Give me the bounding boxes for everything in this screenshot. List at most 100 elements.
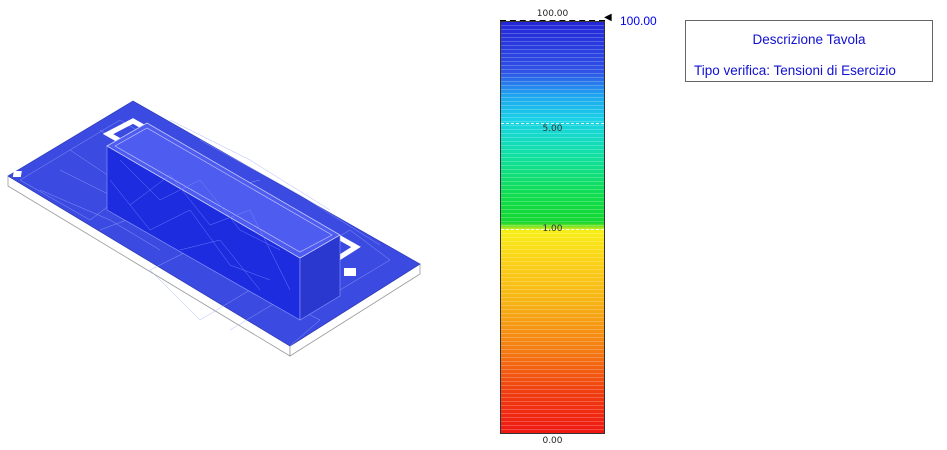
scale-band-line — [501, 241, 604, 242]
scale-band-line — [501, 361, 604, 362]
scale-band-line — [501, 73, 604, 74]
scale-band-line — [501, 397, 604, 398]
scale-band-line — [501, 197, 604, 198]
description-title: Descrizione Tavola — [752, 32, 866, 47]
scale-band-line — [501, 141, 604, 142]
scale-band-line — [501, 289, 604, 290]
scale-band-line — [501, 265, 604, 266]
scale-band-line — [501, 409, 604, 410]
scale-band-line — [501, 133, 604, 134]
scale-band-line — [501, 129, 604, 130]
verification-type: Tipo verifica: Tensioni di Esercizio — [694, 63, 896, 78]
scale-bands — [501, 22, 604, 433]
scale-band-line — [501, 101, 604, 102]
scale-band-line — [501, 413, 604, 414]
scale-band-line — [501, 225, 604, 226]
scale-band-line — [501, 173, 604, 174]
scale-band-line — [501, 373, 604, 374]
scale-band-line — [501, 417, 604, 418]
scale-band-line — [501, 253, 604, 254]
scale-band-line — [501, 81, 604, 82]
scale-band-line — [501, 89, 604, 90]
scale-band-line — [501, 41, 604, 42]
scale-band-line — [501, 181, 604, 182]
scale-band-line — [501, 261, 604, 262]
description-box: Descrizione Tavola Tipo verifica: Tensio… — [685, 20, 933, 82]
scale-band-line — [501, 105, 604, 106]
scale-band-line — [501, 209, 604, 210]
scale-band-line — [501, 157, 604, 158]
scale-band-line — [501, 193, 604, 194]
scale-band-line — [501, 385, 604, 386]
scale-band-line — [501, 37, 604, 38]
scale-band-line — [501, 145, 604, 146]
scale-band-line — [501, 113, 604, 114]
scale-band-line — [501, 349, 604, 350]
scale-band-line — [501, 281, 604, 282]
scale-band-line — [501, 337, 604, 338]
scale-band-line — [501, 425, 604, 426]
marker-arrow-icon: ◀ — [604, 12, 612, 23]
marker-value: 100.00 — [620, 14, 657, 28]
scale-min-label: 0.00 — [542, 436, 563, 446]
scale-band-line — [501, 205, 604, 206]
tick-label-5: 5.00 — [542, 124, 563, 134]
scale-band-line — [501, 217, 604, 218]
tick-label-1: 1.00 — [542, 224, 563, 234]
scale-band-line — [501, 125, 604, 126]
scale-band-line — [501, 213, 604, 214]
scale-band-line — [501, 365, 604, 366]
scale-band-line — [501, 177, 604, 178]
scale-band-line — [501, 149, 604, 150]
scale-band-line — [501, 333, 604, 334]
scale-band-line — [501, 77, 604, 78]
scale-band-line — [501, 161, 604, 162]
scale-band-line — [501, 377, 604, 378]
tick-dash-5 — [501, 123, 604, 124]
scale-band-line — [501, 165, 604, 166]
scale-band-line — [501, 33, 604, 34]
scale-band-line — [501, 137, 604, 138]
scale-band-line — [501, 25, 604, 26]
scale-band-line — [501, 317, 604, 318]
scale-band-line — [501, 109, 604, 110]
scale-band-line — [501, 117, 604, 118]
color-scale-bar: 5.00 1.00 — [500, 21, 605, 434]
scale-band-line — [501, 393, 604, 394]
hole-left — [12, 171, 22, 177]
scale-band-line — [501, 325, 604, 326]
scale-band-line — [501, 257, 604, 258]
scale-band-line — [501, 341, 604, 342]
hole-right — [344, 268, 356, 276]
scale-band-line — [501, 245, 604, 246]
scale-band-line — [501, 269, 604, 270]
scale-band-line — [501, 309, 604, 310]
scale-band-line — [501, 421, 604, 422]
scale-band-line — [501, 273, 604, 274]
scale-band-line — [501, 369, 604, 370]
wall-top — [106, 122, 341, 259]
scale-band-line — [501, 329, 604, 330]
scale-band-line — [501, 85, 604, 86]
scale-band-line — [501, 169, 604, 170]
scale-band-line — [501, 121, 604, 122]
scale-band-line — [501, 57, 604, 58]
scale-band-line — [501, 201, 604, 202]
scale-band-line — [501, 185, 604, 186]
scale-max-label: 100.00 — [536, 9, 569, 19]
scale-band-line — [501, 353, 604, 354]
scale-band-line — [501, 249, 604, 250]
scale-band-line — [501, 321, 604, 322]
scale-band-line — [501, 313, 604, 314]
scale-band-line — [501, 93, 604, 94]
scale-band-line — [501, 381, 604, 382]
scale-band-line — [501, 49, 604, 50]
scale-band-line — [501, 97, 604, 98]
scale-band-line — [501, 237, 604, 238]
scale-band-line — [501, 233, 604, 234]
scale-band-line — [501, 305, 604, 306]
fem-model-view[interactable] — [0, 90, 430, 360]
tick-dash-1 — [501, 229, 604, 230]
scale-band-line — [501, 401, 604, 402]
scale-band-line — [501, 357, 604, 358]
